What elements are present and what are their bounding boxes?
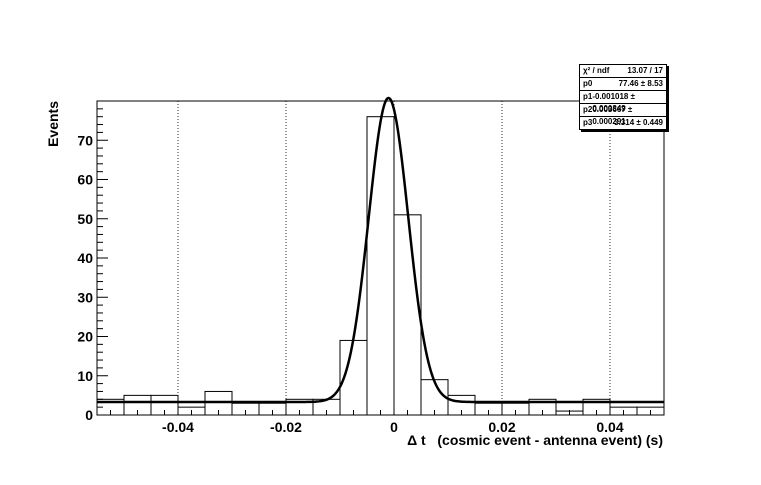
stats-row: p1 -0.001018 ± 0.000349	[580, 91, 666, 113]
y-tick-label: 70	[77, 132, 93, 148]
x-tick-label: -0.02	[270, 419, 302, 435]
y-tick-label: 10	[77, 368, 93, 384]
stats-row: χ² / ndf 13.07 / 17	[580, 65, 666, 78]
x-tick-label: -0.04	[162, 419, 194, 435]
stats-row: p0 77.46 ± 8.53	[580, 78, 666, 91]
stats-value: -0.001018 ± 0.000349	[592, 92, 635, 113]
stats-value: 0.003667 ± 0.000291	[592, 105, 633, 126]
stats-label: p0	[583, 79, 593, 88]
y-tick-label: 30	[77, 289, 93, 305]
y-tick-label: 0	[85, 407, 93, 423]
y-tick-label: 50	[77, 211, 93, 227]
y-tick-label: 20	[77, 329, 93, 345]
stats-value: 13.07 / 17	[627, 66, 663, 75]
stats-value: 77.46 ± 8.53	[618, 79, 663, 88]
y-axis-title: Events	[45, 101, 61, 147]
axes: 0 10 20 30 40 50 60 70 -0.04 -0.02 0 0.02 0.04	[77, 100, 665, 435]
y-tick-label: 40	[77, 250, 93, 266]
plot-frame	[96, 100, 665, 416]
stats-value: 3.314 ± 0.449	[614, 118, 663, 127]
fit-line	[97, 96, 664, 404]
fit-curve	[97, 96, 664, 404]
x-tick-label: 0	[390, 419, 398, 435]
y-tick-label: 60	[77, 172, 93, 188]
histogram-bin	[393, 214, 422, 416]
x-tick-label: 0.02	[488, 419, 515, 435]
stats-label: χ² / ndf	[583, 66, 610, 75]
stats-label: p3	[583, 118, 593, 127]
stats-row: p3 3.314 ± 0.449	[580, 117, 666, 129]
histogram-bins	[96, 116, 665, 416]
stats-label: p2	[583, 105, 593, 114]
x-tick-label: 0.04	[596, 419, 623, 435]
fit-stats-box: χ² / ndf 13.07 / 17 p0 77.46 ± 8.53 p1 -0.001…	[579, 64, 667, 130]
stats-row: p2 0.003667 ± 0.000291	[580, 104, 666, 126]
stats-label: p1	[583, 92, 593, 101]
x-axis-title: Δ t (cosmic event - antenna event) (s)	[407, 432, 663, 448]
histogram-bin	[366, 116, 395, 416]
